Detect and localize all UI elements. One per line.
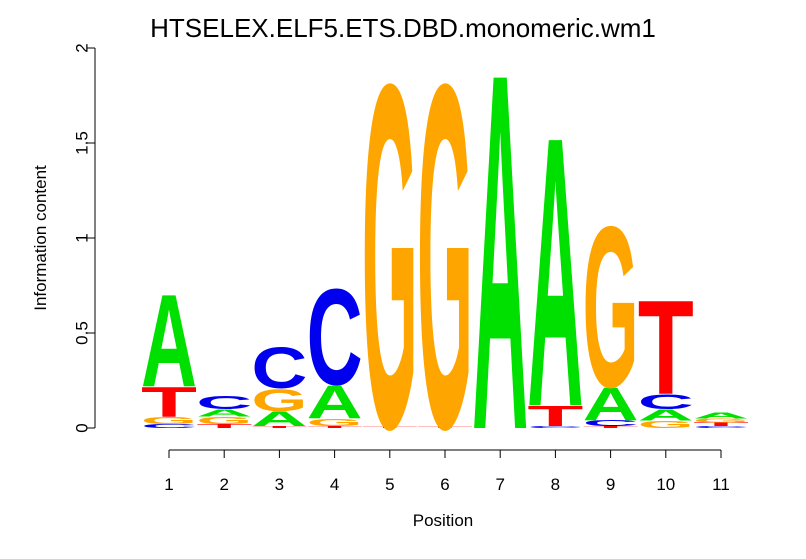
chart-title: HTSELEX.ELF5.ETS.DBD.monomeric.wm1 xyxy=(150,13,656,43)
letter-g-pos-1: G xyxy=(141,415,197,427)
y-tick-label: 0.5 xyxy=(73,321,92,345)
letter-t-pos-9: T xyxy=(583,426,639,429)
letter-a-pos-9: A xyxy=(583,378,639,431)
letter-c-pos-10: C xyxy=(638,390,694,413)
letter-g-pos-3: G xyxy=(251,382,307,417)
letter-g-pos-10: G xyxy=(638,418,694,430)
letter-t-pos-2: T xyxy=(196,423,252,429)
letter-c-pos-8: C xyxy=(527,426,583,429)
letter-t-pos-11: T xyxy=(693,421,749,427)
x-axis-label: Position xyxy=(413,511,473,530)
x-tick-label: 6 xyxy=(440,475,449,494)
letter-g-pos-9: G xyxy=(583,180,639,436)
letter-g-pos-5: G xyxy=(362,0,418,531)
letter-a-pos-8: A xyxy=(527,56,583,487)
letter-c-pos-1: C xyxy=(141,423,197,429)
x-axis: 1 2 3 4 5 6 7 8 9 10 11 xyxy=(164,449,730,494)
letter-t-pos-10: T xyxy=(638,273,694,423)
x-tick-label: 4 xyxy=(330,475,339,494)
x-tick-label: 5 xyxy=(385,475,394,494)
y-tick-label: 0 xyxy=(73,423,92,432)
logo-stack-7: A xyxy=(472,0,528,537)
letter-c-pos-2: C xyxy=(196,392,252,413)
x-tick-label: 8 xyxy=(551,475,560,494)
letter-c-pos-4: C xyxy=(307,260,363,414)
letter-a-pos-7: A xyxy=(472,0,528,537)
x-tick-label: 1 xyxy=(164,475,173,494)
logo-stack-8: CTA xyxy=(527,56,583,487)
y-axis-label: Information content xyxy=(31,165,50,311)
y-tick-label: 2 xyxy=(73,43,92,52)
letter-a-pos-2: A xyxy=(196,407,252,419)
logo-stack-5: TG xyxy=(362,0,418,531)
letter-t-pos-5: T xyxy=(362,426,418,429)
letter-g-pos-2: G xyxy=(196,415,252,427)
letter-a-pos-3: A xyxy=(251,408,307,431)
y-axis: 0 0.5 1 1.5 2 xyxy=(73,43,96,433)
letter-g-pos-4: G xyxy=(307,416,363,428)
y-tick-label: 1.5 xyxy=(73,131,92,155)
letter-t-pos-8: T xyxy=(527,400,583,432)
letter-a-pos-11: A xyxy=(693,411,749,420)
x-tick-label: 9 xyxy=(606,475,615,494)
letter-g-pos-6: G xyxy=(417,0,473,531)
letter-t-pos-1: T xyxy=(141,379,197,426)
letter-c-pos-3: C xyxy=(251,336,307,401)
x-tick-label: 10 xyxy=(656,475,675,494)
y-tick-label: 1 xyxy=(73,233,92,242)
logo-stack-6: TG xyxy=(417,0,473,531)
letter-a-pos-4: A xyxy=(307,376,363,429)
letter-a-pos-10: A xyxy=(638,406,694,424)
x-tick-label: 3 xyxy=(275,475,284,494)
x-tick-label: 7 xyxy=(495,475,504,494)
letter-c-pos-11: C xyxy=(693,426,749,429)
letter-g-pos-11: G xyxy=(693,418,749,424)
letter-t-pos-3: T xyxy=(251,426,307,429)
x-tick-label: 2 xyxy=(219,475,228,494)
letter-a-pos-1: A xyxy=(141,267,197,415)
letter-c-pos-9: C xyxy=(583,419,639,428)
x-tick-label: 11 xyxy=(712,475,730,494)
letter-t-pos-4: T xyxy=(307,426,363,429)
letter-t-pos-6: T xyxy=(417,426,473,429)
